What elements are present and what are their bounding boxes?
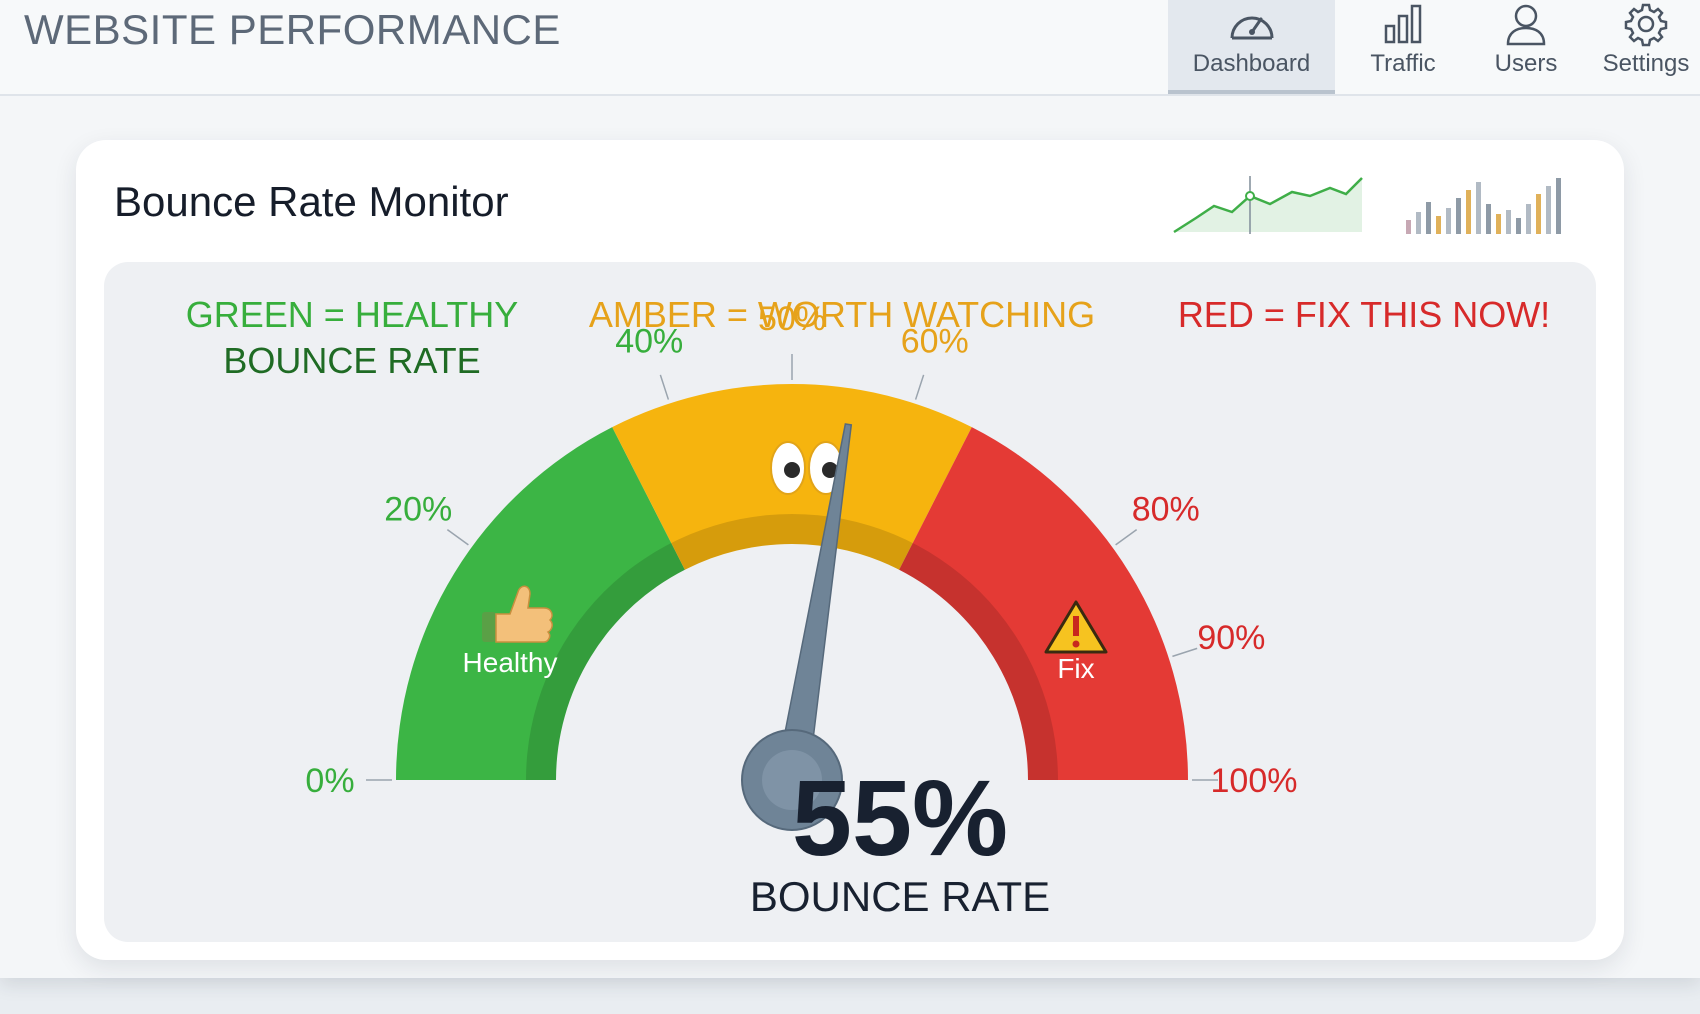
line-sparkline-icon xyxy=(1173,176,1363,234)
nav-dashboard-label: Dashboard xyxy=(1192,50,1311,77)
gauge-zone-red xyxy=(899,427,1188,780)
user-icon xyxy=(1503,2,1549,48)
legend-green: GREEN = HEALTHY BOUNCE RATE xyxy=(152,292,552,384)
gauge-tick-label: 20% xyxy=(384,490,452,528)
legend-green-line2: BOUNCE RATE xyxy=(223,340,481,381)
bar-sparkline-icon xyxy=(1406,178,1561,234)
nav-users[interactable]: Users xyxy=(1471,0,1581,94)
fix-label: Fix xyxy=(1057,653,1094,684)
card-title: Bounce Rate Monitor xyxy=(114,178,509,225)
thumbs-up-icon xyxy=(482,585,553,643)
bounce-rate-card: Bounce Rate Monitor xyxy=(76,140,1624,960)
nav-traffic[interactable]: Traffic xyxy=(1335,0,1471,94)
warning-icon xyxy=(1044,600,1108,654)
bounce-rate-value: 55% xyxy=(791,757,1009,878)
healthy-label: Healthy xyxy=(463,647,558,678)
bounce-rate-gauge: 0% 20% 40% 50% 60% 80% 90% 100% Healthy xyxy=(305,300,1298,831)
legend-red: RED = FIX THIS NOW! xyxy=(1177,294,1551,335)
app-window: WEBSITE PERFORMANCE Dashboard xyxy=(0,0,1700,978)
app-header: WEBSITE PERFORMANCE Dashboard xyxy=(0,0,1700,96)
bar-chart-icon xyxy=(1380,2,1426,48)
gauge-tick-label: 60% xyxy=(901,323,969,361)
gauge-needle-hub-inner xyxy=(762,750,822,810)
nav-settings[interactable]: Settings xyxy=(1581,0,1700,94)
gauge-inner-band xyxy=(526,514,1058,780)
eyes-icon xyxy=(770,441,844,495)
gauge-tick-label: 40% xyxy=(615,323,683,361)
gauge-tick-label: 50% xyxy=(758,300,826,338)
gauge-tick-mark xyxy=(446,528,469,546)
legend-amber: AMBER = WORTH WATCHING xyxy=(588,294,1096,335)
gauge-tick-label: 0% xyxy=(305,762,354,800)
nav-settings-label: Settings xyxy=(1602,50,1690,77)
nav-users-label: Users xyxy=(1494,50,1558,77)
app-title: WEBSITE PERFORMANCE xyxy=(24,6,561,53)
gauge-tick-mark xyxy=(1172,647,1198,658)
gauge-panel: GREEN = HEALTHY BOUNCE RATE AMBER = WORT… xyxy=(104,262,1596,942)
gauge-tick-label: 100% xyxy=(1211,762,1298,800)
gauge-tick-label: 80% xyxy=(1132,490,1200,528)
gauge-tick-label: 90% xyxy=(1197,619,1265,657)
gauge-zone-green xyxy=(396,427,685,780)
nav-dashboard[interactable]: Dashboard xyxy=(1168,0,1335,94)
speedometer-icon xyxy=(1226,2,1278,48)
nav-traffic-label: Traffic xyxy=(1370,50,1436,77)
top-nav: Dashboard Traffic xyxy=(1168,0,1700,94)
bounce-rate-label: BOUNCE RATE xyxy=(749,873,1051,920)
gauge-tick-mark xyxy=(1115,528,1138,546)
legend-green-line1: GREEN = HEALTHY xyxy=(185,294,519,335)
gauge-tick-mark xyxy=(914,374,925,400)
gauge-tick-mark xyxy=(659,374,670,400)
gear-icon xyxy=(1623,2,1669,48)
